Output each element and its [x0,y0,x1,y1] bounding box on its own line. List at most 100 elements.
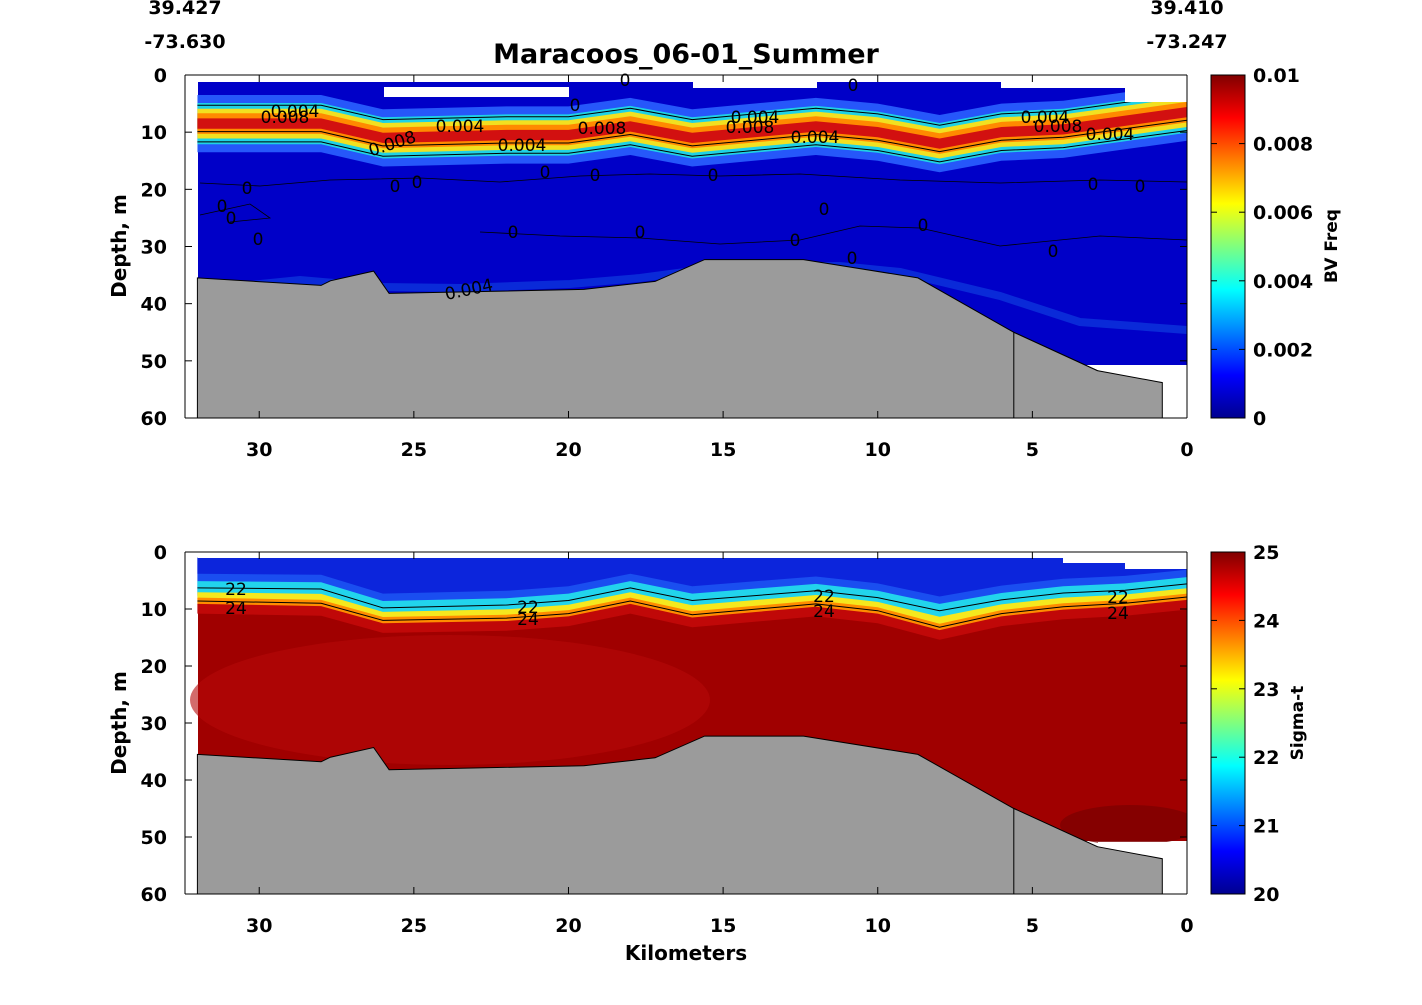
colorbar-tick-label: 0 [1253,408,1266,430]
seafloor-edge [1013,807,1163,894]
zero-contour [199,173,1187,187]
x-tick-label: 5 [1026,439,1039,461]
contour-label: 0.008 [726,118,775,138]
sigma-contour-labels: 22 24 22 24 22 24 22 24 [225,580,1129,630]
x-tick-label: 5 [1026,915,1039,937]
isopycnal-24 [197,596,1187,628]
bv-layer-red [197,107,1187,149]
contour-label: 0 [847,249,858,269]
zero-contour [199,203,272,223]
missing-data-gap [1063,552,1187,569]
right-longitude: -73.247 [1146,31,1227,53]
y-tick-label: 30 [141,713,167,735]
contour-label: 0 [790,231,801,251]
sigma-surface-darker [197,557,1187,597]
sigma-colorbar-ticks: 25 24 23 22 21 20 [1211,542,1279,906]
colorbar-tick-label: 0.004 [1253,271,1313,293]
contour-label: 0 [590,166,601,186]
colorbar-tick-label: 0.008 [1253,134,1313,156]
contour-label: 0 [819,200,830,220]
contour-label: 22 [1107,588,1129,608]
y-tick-label: 60 [141,884,167,906]
colorbar-tick-label: 24 [1253,610,1279,632]
contour-label: 0 [508,223,519,243]
contour-label: 0 [390,177,401,197]
x-tick-label: 20 [555,915,581,937]
y-tick-label: 10 [141,599,167,621]
contour-label: 0.008 [1034,117,1083,137]
colorbar-tick-label: 22 [1253,747,1279,769]
contour-label: 0.004 [271,102,320,122]
y-tick-label: 20 [141,656,167,678]
sigma-deep-variation [190,635,710,765]
x-tick-label: 25 [401,439,427,461]
colorbar-tick-label: 21 [1253,816,1279,838]
sigma-deep-variation [1060,805,1187,845]
x-tick-label: 30 [246,915,272,937]
contour-label: 0 [226,209,237,229]
contour-label: 22 [517,598,539,618]
contour-label: 0 [620,71,631,91]
contour-label: 22 [225,580,247,600]
contour-label: 0 [918,216,929,236]
contour-label: 0 [708,166,719,186]
y-tick-label: 20 [141,179,167,201]
y-tick-label: 0 [154,65,167,87]
right-latitude: 39.410 [1150,0,1223,19]
bv-contour-line [197,130,1187,163]
colorbar-tick-label: 20 [1253,884,1279,906]
bv-colorbar [1210,74,1246,419]
contour-label: 0 [848,76,859,96]
zero-contour [479,225,1187,247]
sigma-y-axis-label: Depth, m [107,671,131,775]
isopycnal-22 [197,583,1187,612]
x-tick-label: 10 [865,915,891,937]
colorbar-tick-label: 23 [1253,679,1279,701]
contour-label: 0 [1088,175,1099,195]
contour-label: 0 [217,197,228,217]
bv-contour-line [197,93,1187,126]
contour-label: 0.004 [436,117,485,137]
contour-label: 0 [540,163,551,183]
bv-y-axis-label: Depth, m [107,194,131,298]
contour-label: 0 [635,223,646,243]
colorbar-tick-label: 0.002 [1253,339,1313,361]
contour-label: 0.004 [498,136,547,156]
contour-label: 0 [1048,242,1059,262]
bottom-boundary-layer [197,262,1187,334]
bv-freq-panel: 0.004 0.008 0.008 0.004 0.004 0.008 0.00… [107,65,1342,461]
y-tick-label: 60 [141,408,167,430]
y-tick-label: 40 [141,770,167,792]
seafloor-edge [1013,331,1163,418]
x-tick-label: 0 [1180,439,1193,461]
x-tick-label: 30 [246,439,272,461]
contour-label: 0.008 [578,119,627,139]
x-axis-label: Kilometers [625,941,747,965]
bv-contour-line [197,119,1187,153]
contour-label: 0 [570,96,581,116]
y-tick-label: 0 [154,542,167,564]
left-longitude: -73.630 [144,31,225,53]
contour-label: 0.004 [731,108,780,128]
x-tick-label: 10 [865,439,891,461]
sigma-layer-cyan [197,577,1187,619]
x-tick-label: 0 [1180,915,1193,937]
bv-colorbar-ticks: 0.01 0.008 0.006 0.004 0.002 0 [1211,65,1313,430]
contour-label: 0 [412,173,423,193]
contour-label: 0.004 [1086,125,1135,145]
x-tick-label: 20 [555,439,581,461]
bv-colorbar-label: BV Freq [1322,209,1342,283]
contour-label: 0 [242,179,253,199]
sigma-layer-red [197,599,1187,640]
left-latitude: 39.427 [148,0,221,19]
missing-data-gap [198,552,1063,558]
contour-label: 22 [813,587,835,607]
x-tick-label: 15 [710,915,736,937]
contour-label: 0 [1135,177,1146,197]
x-tick-label: 15 [710,439,736,461]
contour-label: 0.004 [791,128,840,148]
y-tick-label: 40 [141,294,167,316]
colorbar-tick-label: 0.006 [1253,202,1313,224]
sigma-colorbar-label: Sigma-t [1288,686,1308,761]
